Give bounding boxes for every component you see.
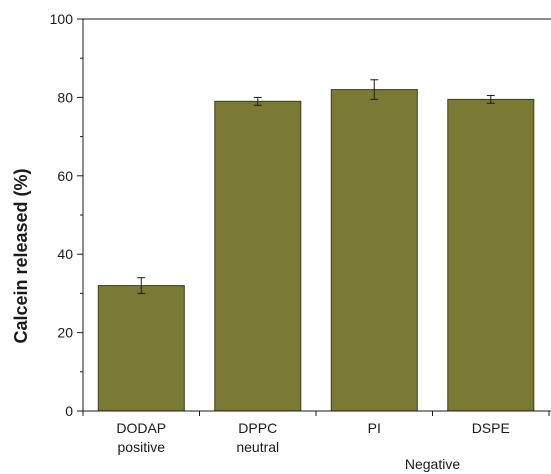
error-bar-pi	[370, 79, 379, 100]
bar-dspe	[447, 98, 535, 412]
x-group-label-negative: Negative	[405, 456, 460, 472]
y-axis-title: Calcein released (%)	[11, 168, 31, 343]
y-tick-label-60: 60	[57, 168, 73, 184]
bars-layer	[97, 79, 535, 412]
y-tick-label-20: 20	[57, 325, 73, 341]
error-bar-dspe	[486, 94, 495, 104]
x-tick-label-dppc: DPPC	[238, 420, 277, 436]
y-tick-label-0: 0	[65, 403, 73, 419]
axes-layer	[77, 18, 551, 416]
y-tick-label-100: 100	[50, 11, 74, 27]
x-sublabel-positive: positive	[118, 439, 166, 455]
labels-layer: 0 20 40 60 80 100 DODAP positive DPPC neutral PI DS…	[50, 11, 510, 472]
x-tick-label-dodap: DODAP	[116, 420, 166, 436]
bar-dodap	[97, 285, 185, 412]
x-tick-label-dspe: DSPE	[472, 420, 510, 436]
bar-dppc	[214, 100, 302, 412]
x-tick-label-pi: PI	[368, 420, 381, 436]
error-bar-dodap	[137, 277, 146, 294]
error-bar-dppc	[253, 96, 262, 106]
y-tick-label-80: 80	[57, 89, 73, 105]
y-tick-label-40: 40	[57, 246, 73, 262]
x-sublabel-neutral: neutral	[236, 439, 279, 455]
bar-pi	[330, 89, 418, 412]
